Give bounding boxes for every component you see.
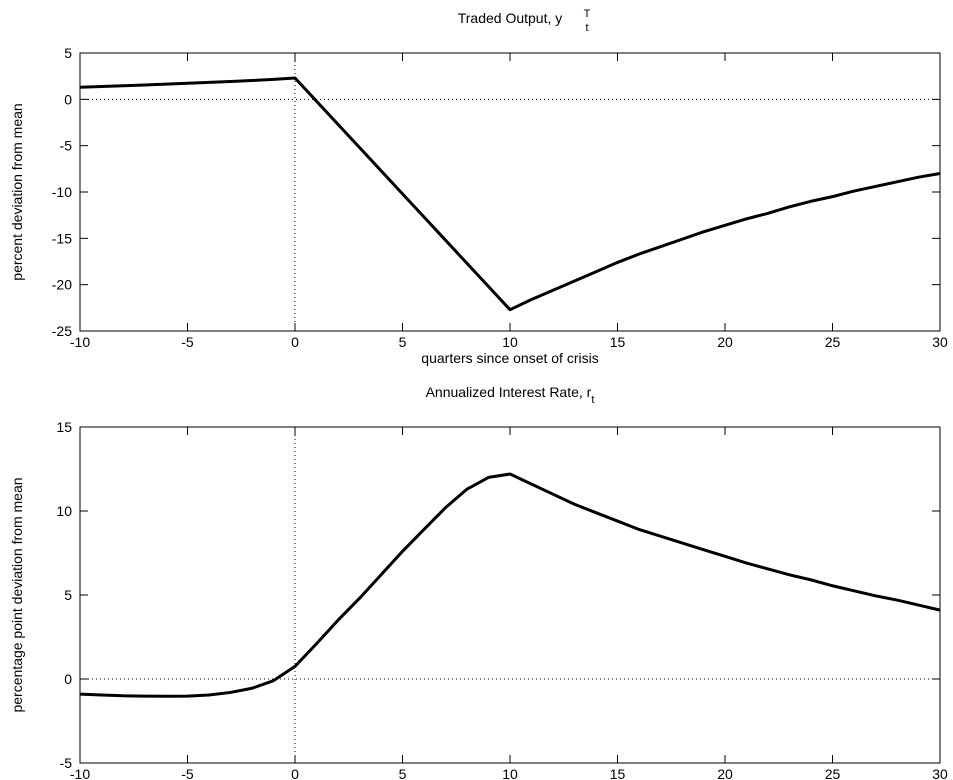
data-line <box>79 472 941 698</box>
y-tick-label: 0 <box>64 91 72 107</box>
title-superscript: T <box>584 8 591 20</box>
y-axis-label: percent deviation from mean <box>9 103 25 280</box>
title-subscript: t <box>591 394 594 406</box>
data-line <box>79 76 941 312</box>
x-tick-label: 0 <box>291 334 299 350</box>
x-tick-label: 10 <box>502 334 518 350</box>
y-tick-label: -25 <box>52 323 72 339</box>
axes-box <box>79 426 941 764</box>
x-tick-label: 15 <box>610 766 626 780</box>
title-text: Traded Output, y <box>458 10 563 26</box>
x-tick-label: 25 <box>825 334 841 350</box>
x-tick-label: 25 <box>825 766 841 780</box>
x-tick-label: -5 <box>181 766 194 780</box>
x-tick-label: 20 <box>717 766 733 780</box>
title-subscript: t <box>585 22 588 34</box>
x-axis-label: quarters since onset of crisis <box>421 350 598 366</box>
x-tick-label: 20 <box>717 334 733 350</box>
y-tick-label: 0 <box>64 671 72 687</box>
x-tick-label: 15 <box>610 334 626 350</box>
y-tick-label: -5 <box>60 138 73 154</box>
x-tick-label: 30 <box>932 766 948 780</box>
x-tick-label: -10 <box>70 334 90 350</box>
x-tick-label: 10 <box>502 766 518 780</box>
x-tick-label: 5 <box>399 766 407 780</box>
y-tick-label: -5 <box>60 755 73 771</box>
subplot: -10 -5 0 5 10 15 20 25 30 -25 -20 -15 -10 -5 0 5 quarter… <box>9 8 948 366</box>
title-text: Annualized Interest Rate, r <box>426 384 592 400</box>
y-tick-label: 15 <box>56 419 72 435</box>
y-tick-label: 10 <box>56 503 72 519</box>
x-tick-label: -5 <box>181 334 194 350</box>
x-tick-label: 30 <box>932 334 948 350</box>
y-tick-label: -15 <box>52 230 72 246</box>
y-tick-label: 5 <box>64 45 72 61</box>
x-tick-label: -10 <box>70 766 90 780</box>
x-tick-label: 0 <box>291 766 299 780</box>
chart-title: Annualized Interest Rate, rt <box>426 384 595 406</box>
x-tick-label: 5 <box>399 334 407 350</box>
y-tick-label: -10 <box>52 184 72 200</box>
y-tick-label: 5 <box>64 587 72 603</box>
y-tick-label: -20 <box>52 277 72 293</box>
y-axis-label: percentage point deviation from mean <box>9 477 25 712</box>
axes-box <box>79 52 941 332</box>
